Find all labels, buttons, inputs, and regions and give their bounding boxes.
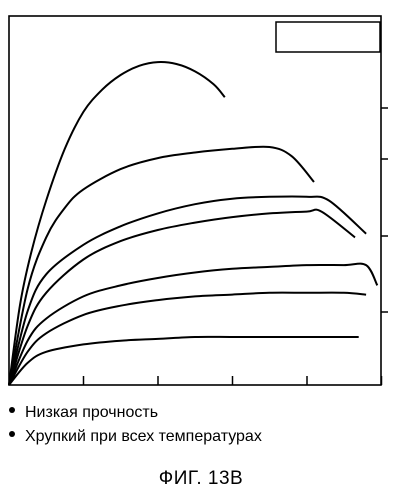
series-line-4 [8, 208, 356, 386]
series-line-3 [8, 195, 367, 386]
notes-list: Низкая прочность Хрупкий при всех темпер… [9, 401, 399, 449]
note-text: Хрупкий при всех температурах [25, 428, 262, 445]
legend-box [275, 21, 381, 53]
bullet-icon [9, 407, 15, 413]
series-lines [8, 61, 379, 386]
plot-frame [8, 15, 382, 386]
series-line-1 [8, 61, 226, 386]
series-line-6 [8, 291, 367, 386]
figure-caption: ФИГ. 13В [158, 468, 244, 489]
note-item: Низкая прочность [9, 401, 399, 425]
axis-ticks [82, 107, 388, 385]
bullet-icon [9, 431, 15, 437]
note-item: Хрупкий при всех температурах [9, 425, 399, 449]
series-line-5 [8, 262, 379, 386]
series-line-7 [8, 335, 359, 386]
chart [8, 15, 388, 386]
note-text: Низкая прочность [25, 404, 159, 421]
series-line-2 [8, 145, 315, 386]
